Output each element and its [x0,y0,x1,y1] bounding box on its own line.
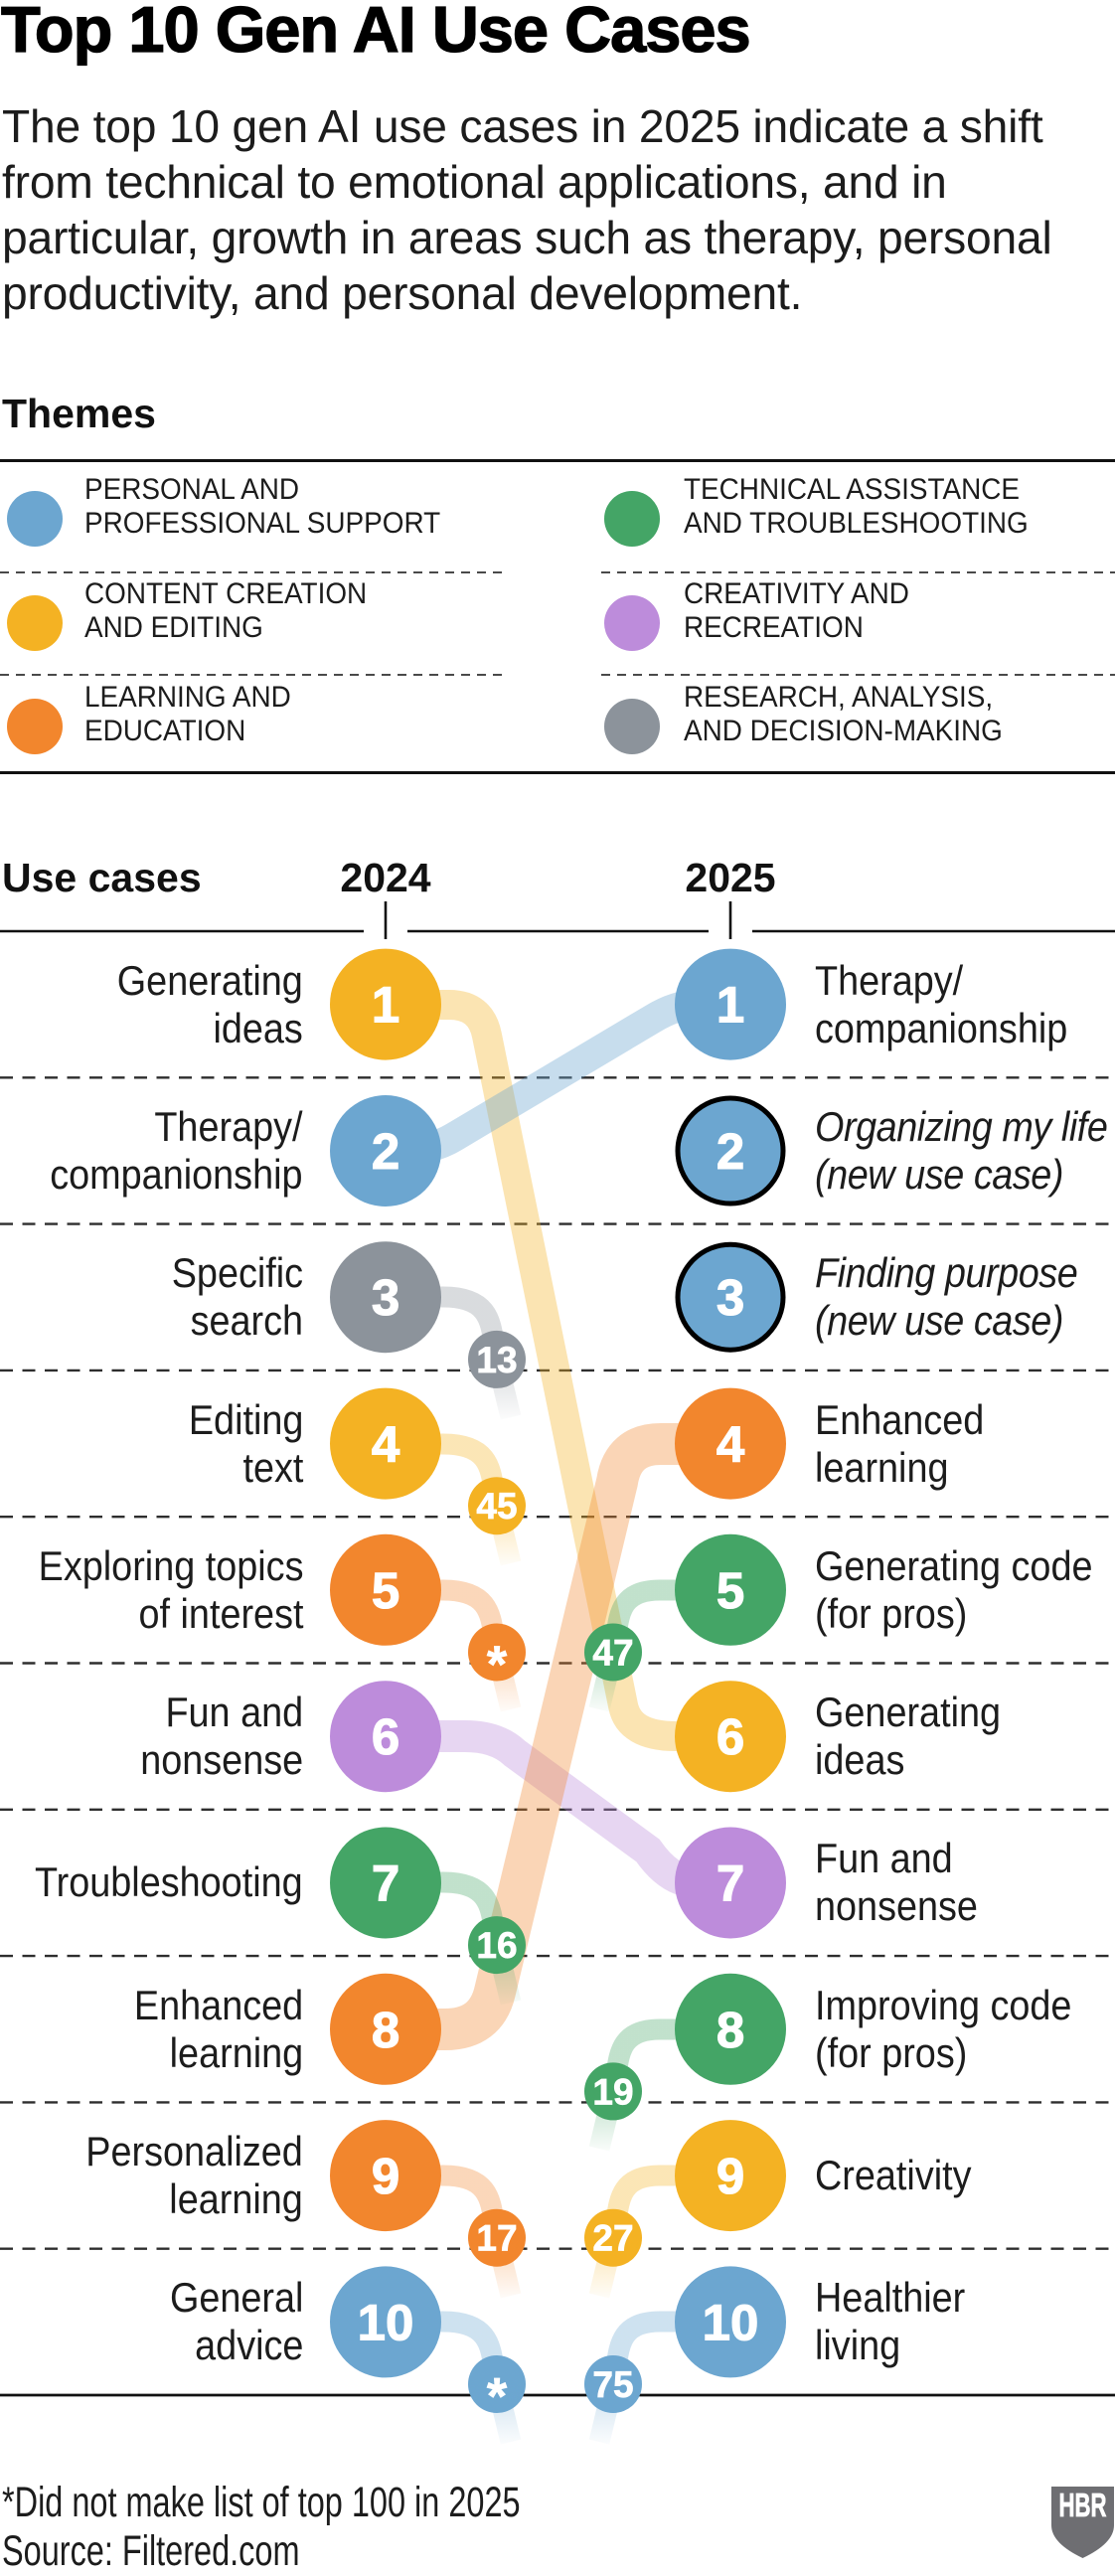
svg-text:5: 5 [717,1562,744,1619]
svg-text:HBR: HBR [1059,2487,1107,2523]
svg-text:45: 45 [476,1486,517,1527]
svg-text:16: 16 [476,1925,517,1966]
svg-text:10: 10 [358,2294,414,2350]
svg-text:*: * [487,1637,508,1694]
svg-text:9: 9 [717,2148,744,2204]
svg-text:8: 8 [372,2002,399,2058]
svg-text:19: 19 [592,2071,633,2112]
svg-text:13: 13 [476,1340,517,1380]
svg-text:3: 3 [717,1269,744,1326]
svg-text:1: 1 [717,977,744,1034]
svg-text:3: 3 [372,1269,399,1326]
svg-text:47: 47 [592,1633,633,1674]
svg-text:2: 2 [372,1123,399,1180]
svg-text:17: 17 [476,2218,517,2259]
svg-text:7: 7 [372,1855,399,1912]
svg-text:6: 6 [372,1708,399,1765]
svg-text:27: 27 [592,2218,633,2259]
svg-text:4: 4 [372,1416,400,1473]
svg-text:2: 2 [717,1123,744,1180]
svg-text:7: 7 [717,1855,744,1912]
svg-text:*: * [487,2368,508,2426]
svg-text:10: 10 [703,2294,759,2350]
svg-text:6: 6 [717,1708,744,1765]
svg-text:9: 9 [372,2148,399,2204]
svg-text:1: 1 [372,977,399,1034]
svg-text:4: 4 [717,1416,745,1473]
svg-text:75: 75 [592,2364,633,2405]
svg-text:8: 8 [717,2002,744,2058]
svg-text:5: 5 [372,1562,399,1619]
